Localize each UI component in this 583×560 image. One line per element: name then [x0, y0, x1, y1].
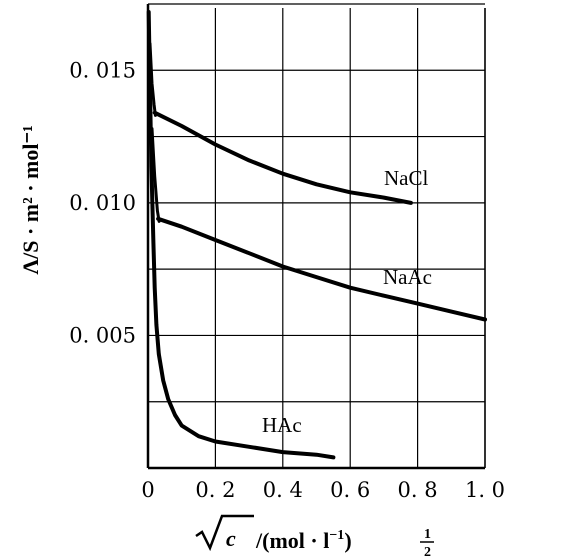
- series-line-hac: [146, 10, 336, 460]
- series-branch-naac: [150, 127, 161, 223]
- tick-labels: 0 0. 2 0. 4 0. 6 0. 8 1. 0 0. 005 0. 010 0. 015: [69, 58, 505, 502]
- series-labels: NaCl NaAc HAc: [262, 166, 432, 437]
- sqrt-sign: [195, 514, 254, 552]
- x-tick-label-2: 0. 4: [263, 478, 303, 502]
- x-tick-label-3: 0. 6: [330, 478, 370, 502]
- x-axis-title-rest: /(mol · l−1): [255, 528, 352, 553]
- x-tick-label-5: 1. 0: [465, 478, 505, 502]
- x-axis-radicand: c: [226, 526, 236, 551]
- y-axis-title: Λ/S · m² · mol⁻¹: [18, 125, 43, 274]
- series-line-naac: [156, 216, 487, 322]
- series-label-naac: NaAc: [383, 265, 432, 289]
- grid: [148, 3, 486, 468]
- y-tick-label-0: 0. 005: [69, 323, 136, 347]
- y-tick-label-2: 0. 015: [69, 58, 136, 82]
- x-axis-unit: /(mol · l: [255, 528, 329, 553]
- series-label-nacl: NaCl: [384, 166, 428, 190]
- series-lines: [146, 10, 487, 460]
- series-line-nacl: [152, 110, 413, 205]
- y-tick-label-1: 0. 010: [69, 191, 136, 215]
- x-axis-unit-sup: −1: [329, 528, 344, 543]
- series-label-hac: HAc: [262, 413, 302, 437]
- y-axis-title-group: Λ/S · m² · mol⁻¹: [18, 125, 43, 274]
- x-axis-frac-num: 1: [424, 527, 431, 542]
- axes: [146, 4, 486, 470]
- series-branch-nacl: [148, 42, 157, 117]
- x-tick-label-4: 0. 8: [398, 478, 438, 502]
- x-axis-unit-close: ): [344, 528, 351, 553]
- x-tick-label-0: 0: [141, 478, 154, 502]
- x-axis-frac-den: 2: [424, 545, 431, 560]
- x-axis-title-group: c /(mol · l−1) 1 2: [195, 514, 434, 560]
- x-tick-label-1: 0. 2: [195, 478, 235, 502]
